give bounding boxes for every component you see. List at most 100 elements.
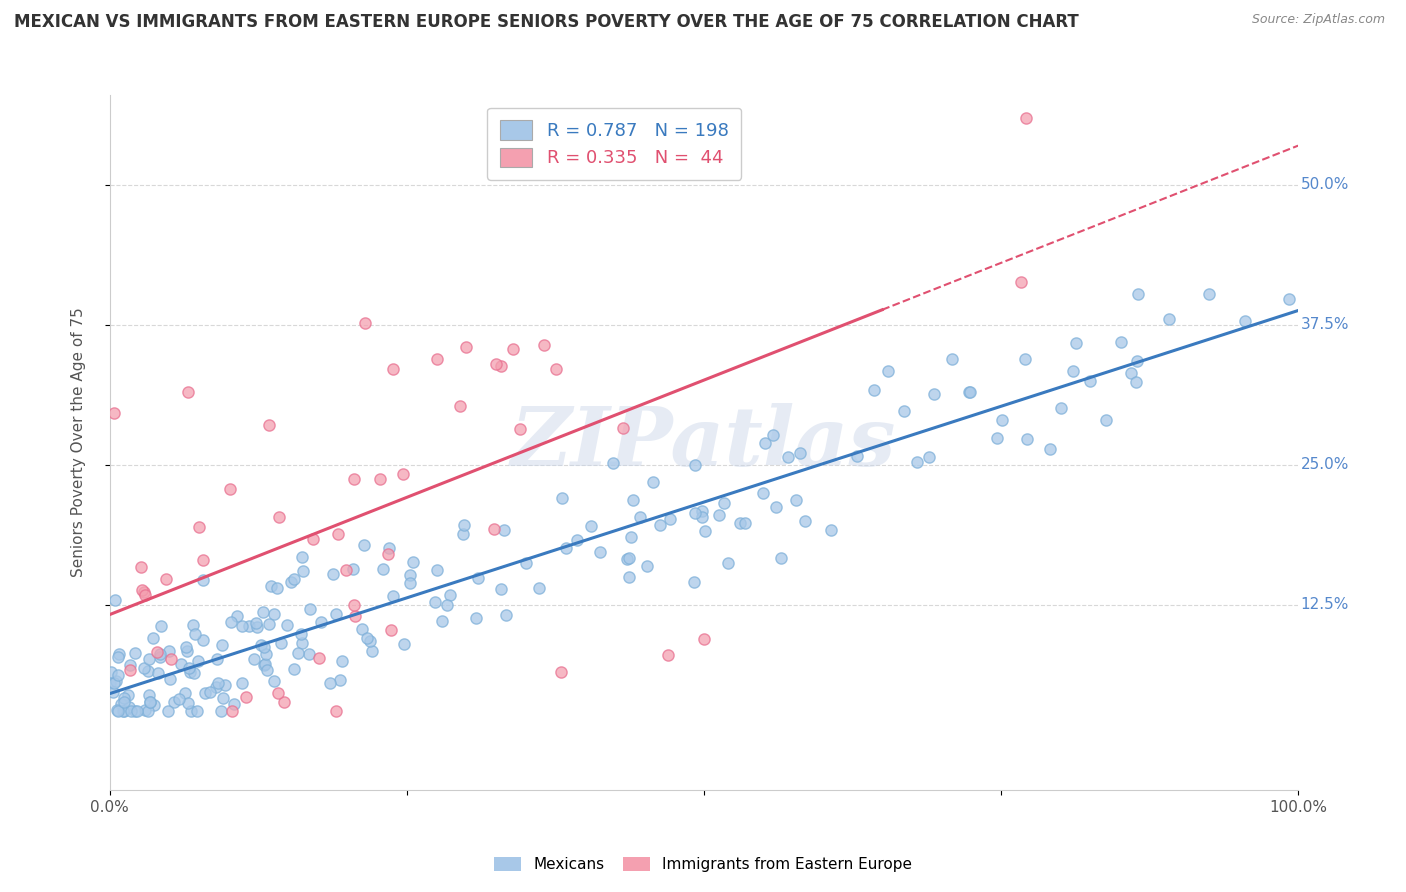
Point — [112, 705, 135, 719]
Point — [692, 504, 714, 518]
Point — [138, 695, 160, 709]
Point — [1062, 364, 1084, 378]
Point — [616, 552, 638, 566]
Point — [218, 482, 240, 496]
Point — [134, 703, 156, 717]
Point — [134, 588, 156, 602]
Legend: R = 0.787   N = 198, R = 0.335   N =  44: R = 0.787 N = 198, R = 0.335 N = 44 — [488, 108, 741, 180]
Point — [287, 646, 309, 660]
Point — [325, 607, 347, 621]
Point — [183, 665, 205, 680]
Point — [180, 705, 202, 719]
Point — [260, 579, 283, 593]
Point — [129, 560, 152, 574]
Point — [905, 454, 928, 468]
Point — [361, 644, 384, 658]
Point — [103, 676, 125, 690]
Point — [377, 541, 399, 556]
Point — [187, 654, 209, 668]
Point — [683, 506, 706, 520]
Point — [134, 584, 156, 599]
Point — [683, 575, 706, 590]
Point — [136, 705, 159, 719]
Point — [177, 661, 200, 675]
Point — [252, 605, 274, 619]
Point — [922, 387, 945, 401]
Point — [612, 421, 634, 435]
Point — [354, 316, 377, 330]
Point — [641, 475, 664, 490]
Point — [253, 657, 276, 672]
Point — [138, 652, 160, 666]
Point — [845, 449, 868, 463]
Point — [1128, 287, 1150, 301]
Point — [392, 636, 415, 650]
Point — [267, 686, 290, 700]
Point — [156, 705, 179, 719]
Point — [291, 550, 314, 565]
Point — [108, 647, 131, 661]
Point — [136, 664, 159, 678]
Point — [245, 615, 267, 630]
Point — [118, 658, 141, 673]
Point — [214, 678, 236, 692]
Point — [107, 650, 129, 665]
Point — [1125, 375, 1147, 389]
Point — [368, 472, 391, 486]
Point — [193, 573, 215, 587]
Point — [212, 690, 235, 705]
Point — [330, 654, 353, 668]
Point — [273, 695, 295, 709]
Point — [658, 512, 681, 526]
Point — [207, 676, 229, 690]
Point — [1064, 335, 1087, 350]
Point — [104, 592, 127, 607]
Point — [163, 695, 186, 709]
Point — [1039, 442, 1062, 456]
Point — [1015, 111, 1038, 125]
Point — [105, 703, 128, 717]
Text: 12.5%: 12.5% — [1301, 598, 1348, 613]
Point — [707, 508, 730, 522]
Point — [174, 686, 197, 700]
Point — [621, 492, 644, 507]
Y-axis label: Seniors Poverty Over the Age of 75: Seniors Poverty Over the Age of 75 — [72, 308, 86, 577]
Point — [328, 526, 350, 541]
Point — [250, 639, 273, 653]
Point — [342, 562, 364, 576]
Point — [392, 467, 415, 481]
Point — [253, 640, 276, 654]
Text: MEXICAN VS IMMIGRANTS FROM EASTERN EUROPE SENIORS POVERTY OVER THE AGE OF 75 COR: MEXICAN VS IMMIGRANTS FROM EASTERN EUROP… — [14, 13, 1078, 31]
Point — [193, 632, 215, 647]
Point — [695, 524, 717, 538]
Point — [160, 651, 183, 665]
Point — [628, 509, 651, 524]
Point — [170, 657, 193, 671]
Point — [1198, 286, 1220, 301]
Point — [489, 582, 512, 596]
Point — [453, 518, 475, 533]
Text: 25.0%: 25.0% — [1301, 458, 1348, 473]
Point — [211, 638, 233, 652]
Point — [762, 428, 785, 442]
Point — [862, 383, 884, 397]
Point — [143, 698, 166, 712]
Point — [544, 362, 567, 376]
Point — [155, 572, 177, 586]
Point — [1111, 335, 1133, 350]
Point — [112, 690, 135, 705]
Point — [554, 541, 576, 555]
Point — [734, 516, 756, 531]
Point — [311, 615, 333, 630]
Point — [426, 351, 449, 366]
Point — [263, 674, 285, 689]
Point — [246, 620, 269, 634]
Point — [382, 361, 405, 376]
Point — [918, 450, 941, 464]
Point — [127, 705, 149, 719]
Point — [432, 614, 454, 628]
Point — [120, 705, 142, 719]
Point — [751, 485, 773, 500]
Point — [267, 510, 290, 524]
Point — [877, 363, 900, 377]
